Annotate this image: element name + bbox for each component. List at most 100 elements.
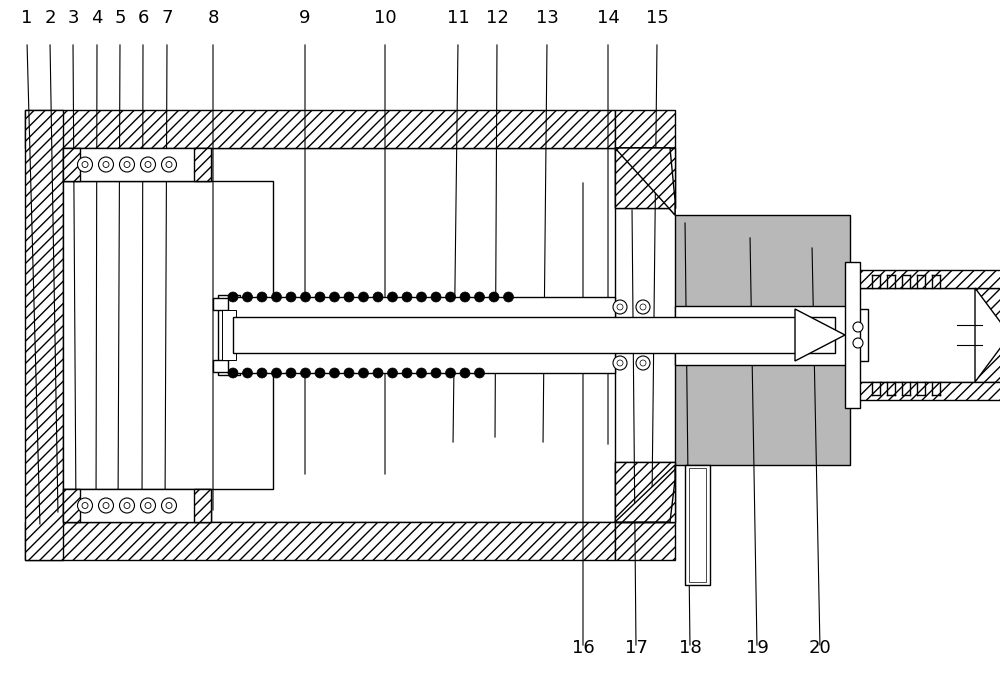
Circle shape <box>162 498 176 513</box>
Text: 7: 7 <box>161 9 173 27</box>
Text: 8: 8 <box>207 9 219 27</box>
Circle shape <box>640 360 646 366</box>
Circle shape <box>140 157 156 172</box>
Circle shape <box>416 368 426 378</box>
Bar <box>850 309 868 361</box>
Bar <box>850 288 1000 382</box>
Polygon shape <box>615 148 675 215</box>
Text: 3: 3 <box>67 9 79 27</box>
Circle shape <box>103 161 109 167</box>
Circle shape <box>242 292 252 302</box>
Polygon shape <box>615 148 675 215</box>
Bar <box>63 489 211 522</box>
Bar <box>845 262 860 408</box>
Text: 13: 13 <box>536 9 558 27</box>
Polygon shape <box>615 465 675 522</box>
Circle shape <box>315 368 325 378</box>
Bar <box>850 382 1000 400</box>
Circle shape <box>145 502 151 508</box>
Circle shape <box>124 502 130 508</box>
Text: 2: 2 <box>44 9 56 27</box>
Bar <box>975 288 1000 382</box>
Circle shape <box>617 304 623 310</box>
Bar <box>63 181 273 489</box>
Text: 1: 1 <box>21 9 33 27</box>
Bar <box>25 522 615 560</box>
Text: 16: 16 <box>572 639 594 657</box>
Bar <box>615 110 675 148</box>
Text: 11: 11 <box>447 9 469 27</box>
Circle shape <box>300 368 310 378</box>
Bar <box>675 306 850 365</box>
Circle shape <box>344 292 354 302</box>
Bar <box>685 465 710 585</box>
Text: 14: 14 <box>597 9 619 27</box>
Circle shape <box>373 292 383 302</box>
Text: 18: 18 <box>679 639 701 657</box>
Bar <box>228 297 615 323</box>
Circle shape <box>613 300 627 314</box>
Bar <box>615 148 675 208</box>
Bar <box>194 148 211 181</box>
Bar <box>615 462 675 522</box>
Circle shape <box>124 161 130 167</box>
Circle shape <box>636 356 650 370</box>
Circle shape <box>504 292 514 302</box>
Circle shape <box>315 292 325 302</box>
Bar <box>685 465 710 585</box>
Circle shape <box>431 368 441 378</box>
Text: 9: 9 <box>299 9 311 27</box>
Circle shape <box>140 498 156 513</box>
Circle shape <box>446 368 456 378</box>
Bar <box>213 298 245 310</box>
Polygon shape <box>615 465 675 522</box>
Bar <box>228 347 615 373</box>
Circle shape <box>286 292 296 302</box>
Circle shape <box>330 368 340 378</box>
Circle shape <box>103 502 109 508</box>
Circle shape <box>166 161 172 167</box>
Circle shape <box>402 292 412 302</box>
Bar <box>689 468 706 582</box>
Circle shape <box>257 292 267 302</box>
Bar <box>615 462 675 522</box>
Circle shape <box>242 368 252 378</box>
Circle shape <box>78 157 92 172</box>
Bar <box>615 522 675 560</box>
Circle shape <box>98 157 114 172</box>
Text: 5: 5 <box>114 9 126 27</box>
Circle shape <box>613 356 627 370</box>
Circle shape <box>358 292 368 302</box>
Text: 12: 12 <box>486 9 508 27</box>
Bar <box>194 489 211 522</box>
Bar <box>615 148 675 208</box>
Circle shape <box>402 368 412 378</box>
Text: 10: 10 <box>374 9 396 27</box>
Circle shape <box>120 498 134 513</box>
Text: 6: 6 <box>137 9 149 27</box>
Circle shape <box>272 292 282 302</box>
Circle shape <box>82 502 88 508</box>
Bar <box>218 295 240 375</box>
Circle shape <box>475 292 484 302</box>
Circle shape <box>358 368 368 378</box>
Circle shape <box>330 292 340 302</box>
Bar <box>850 270 1000 288</box>
Circle shape <box>257 368 267 378</box>
Bar <box>233 317 835 353</box>
Circle shape <box>416 292 426 302</box>
Circle shape <box>228 368 238 378</box>
Bar <box>25 110 615 148</box>
Circle shape <box>344 368 354 378</box>
Circle shape <box>373 368 383 378</box>
Circle shape <box>82 161 88 167</box>
Circle shape <box>640 304 646 310</box>
Polygon shape <box>795 309 845 361</box>
Bar <box>63 148 211 181</box>
Circle shape <box>475 368 484 378</box>
Circle shape <box>853 322 863 332</box>
Bar <box>675 215 850 465</box>
Circle shape <box>431 292 441 302</box>
Bar <box>63 489 80 522</box>
Circle shape <box>460 368 470 378</box>
